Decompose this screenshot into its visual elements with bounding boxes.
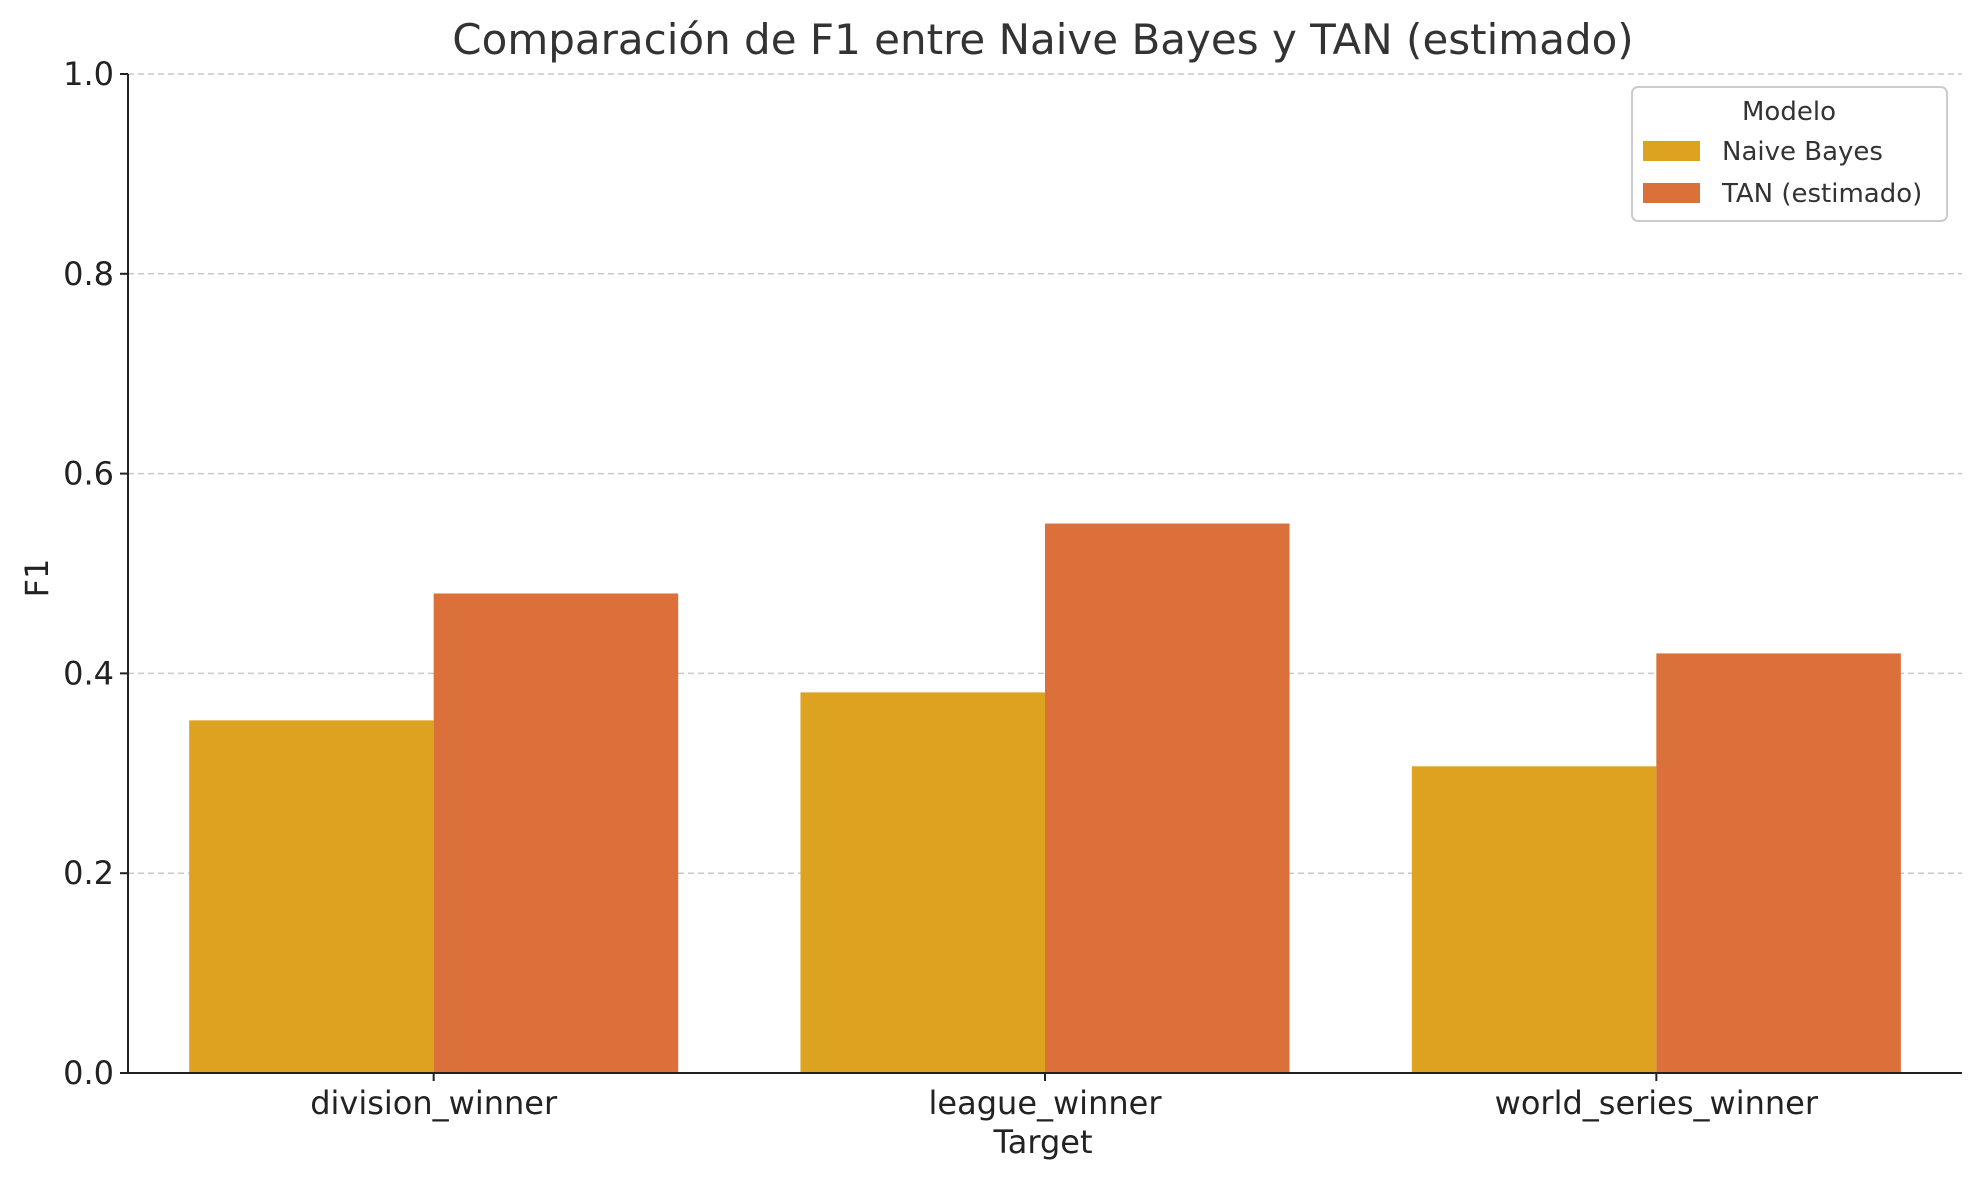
y-tick-label: 1.0: [63, 55, 114, 93]
chart-title: Comparación de F1 entre Naive Bayes y TA…: [452, 15, 1633, 64]
bars: [189, 523, 1901, 1073]
x-tick-label: division_winner: [310, 1084, 558, 1122]
bar-naive-bayes-division-winner: [189, 720, 434, 1073]
y-tick-label: 0.8: [63, 255, 114, 293]
legend-label: Naive Bayes: [1722, 137, 1883, 167]
bar-naive-bayes-league-winner: [800, 692, 1045, 1073]
legend-swatch: [1643, 141, 1700, 161]
legend-items: Naive Bayes TAN (estimado): [1643, 137, 1922, 209]
legend: Modelo Naive Bayes TAN (estimado): [1631, 86, 1948, 222]
bar-tan-estimado-division-winner: [433, 593, 679, 1073]
bar-tan-estimado-world-series-winner: [1656, 653, 1901, 1073]
bar-naive-bayes-world-series-winner: [1411, 766, 1657, 1073]
x-tick-label: world_series_winner: [1495, 1084, 1819, 1122]
y-tick-label: 0.0: [63, 1054, 114, 1092]
legend-swatch: [1643, 183, 1700, 203]
legend-label: TAN (estimado): [1721, 179, 1922, 209]
y-tick-label: 0.6: [63, 455, 114, 493]
legend-box: [1631, 86, 1948, 222]
bar-tan-estimado-league-winner: [1045, 523, 1290, 1073]
y-tick-label: 0.4: [63, 654, 114, 692]
x-ticks: division_winner league_winner world_series…: [310, 1073, 1819, 1122]
y-axis-label: F1: [18, 559, 56, 598]
x-axis-label: Target: [993, 1123, 1093, 1161]
legend-title: Modelo: [1742, 97, 1836, 127]
y-ticks: 0.0 0.2 0.4 0.6 0.8 1.0: [63, 55, 128, 1092]
y-tick-label: 0.2: [63, 854, 114, 892]
x-tick-label: league_winner: [929, 1084, 1163, 1122]
